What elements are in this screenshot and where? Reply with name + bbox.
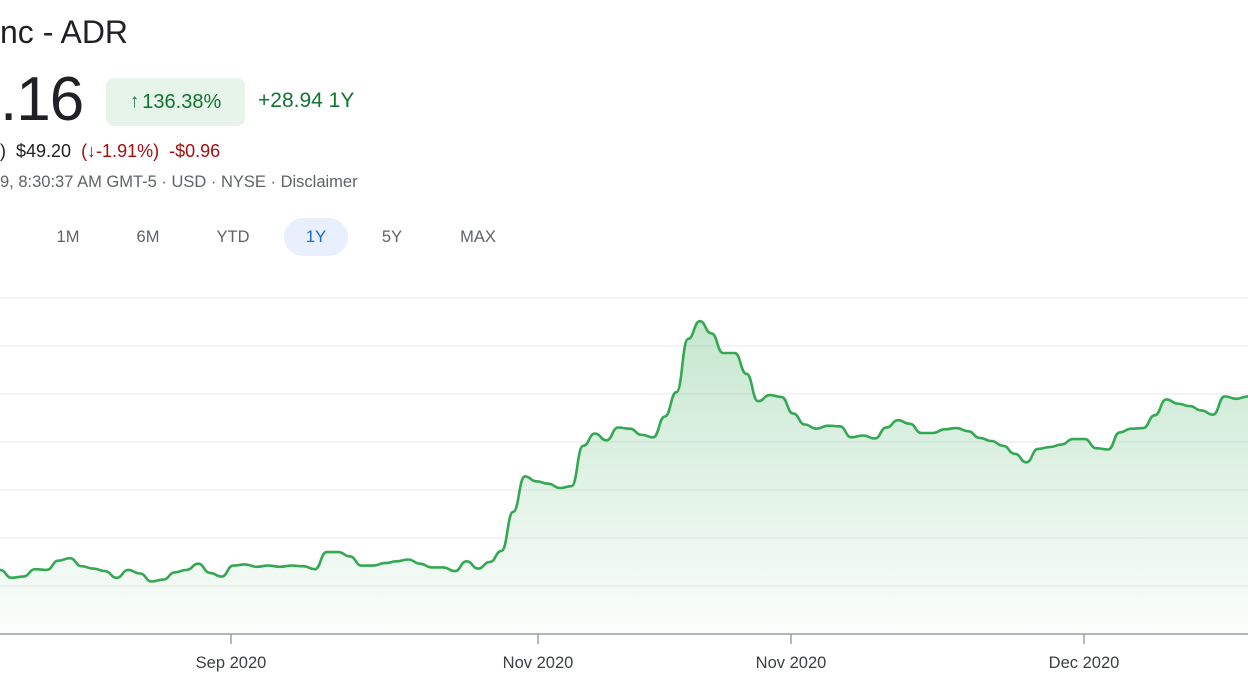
after-hours-label: ): [0, 141, 6, 161]
current-price: .16: [0, 65, 84, 134]
tab-5y[interactable]: 5Y: [381, 228, 403, 246]
tab-1m[interactable]: 1M: [56, 228, 80, 246]
after-hours-row: ) $49.20 (↓-1.91%) -$0.96: [0, 141, 220, 162]
arrow-up-icon: ↑: [129, 91, 140, 112]
x-tick-label: Dec 2020: [1049, 654, 1120, 672]
price-area-fill: [0, 321, 1248, 634]
x-tick-label: Nov 2020: [503, 654, 574, 672]
x-tick-label: Sep 2020: [196, 654, 267, 672]
tab-ytd[interactable]: YTD: [216, 228, 250, 246]
tab-1y[interactable]: 1Y: [284, 218, 348, 256]
absolute-change: +28.94 1Y: [258, 89, 355, 112]
after-hours-change: -$0.96: [169, 141, 221, 161]
tab-max[interactable]: MAX: [460, 228, 496, 246]
after-hours-price: $49.20: [16, 141, 72, 161]
page-title: nc - ADR: [0, 14, 129, 50]
tab-6m[interactable]: 6M: [136, 228, 160, 246]
x-axis-ticks: Sep 2020 Nov 2020 Nov 2020 Dec 2020: [196, 634, 1120, 672]
after-hours-percent: (↓-1.91%): [81, 141, 160, 161]
percent-change-badge: ↑ 136.38%: [106, 78, 245, 126]
price-line: [0, 319, 1248, 583]
quote-meta: 9, 8:30:37 AM GMT-5 · USD · NYSE · Discl…: [0, 173, 358, 191]
x-tick-label: Nov 2020: [756, 654, 827, 672]
percent-change-value: 136.38%: [142, 90, 222, 113]
